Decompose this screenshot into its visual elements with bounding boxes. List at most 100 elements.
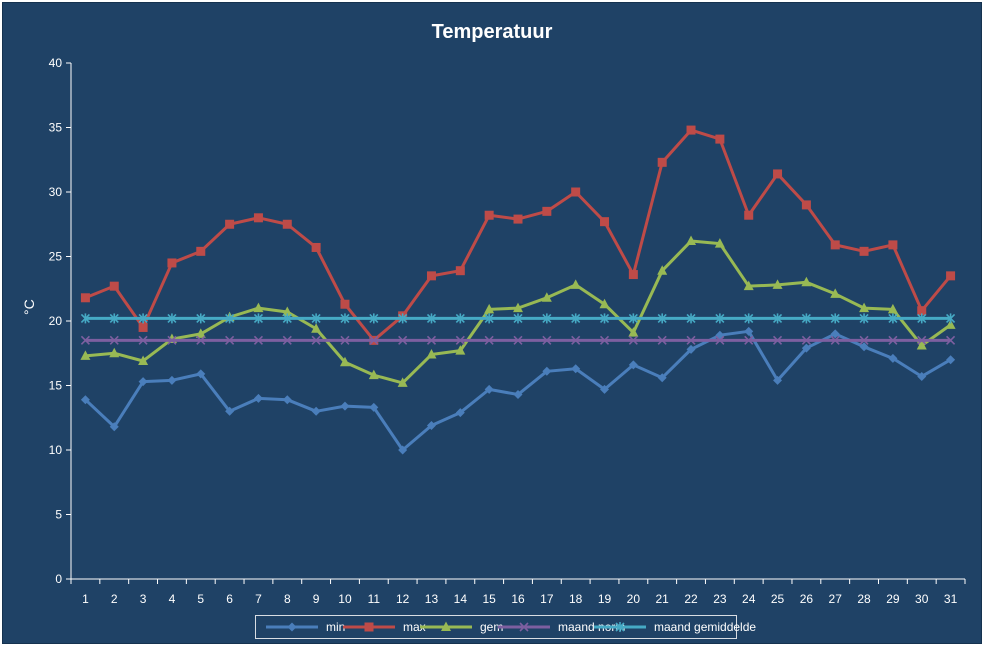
data-point-maand-gemiddelde <box>369 313 379 324</box>
legend-label: maand norm <box>558 620 626 634</box>
data-point-max <box>801 200 811 210</box>
x-tick-label: 26 <box>800 592 814 606</box>
y-tick-label: 10 <box>49 443 63 457</box>
data-point-min <box>628 360 638 370</box>
data-point-min <box>946 355 956 365</box>
data-point-maand-norm <box>369 335 379 345</box>
data-point-max <box>340 299 350 309</box>
data-point-maand-gemiddelde <box>455 313 465 324</box>
data-point-min <box>542 366 552 376</box>
data-point-gem <box>916 340 927 350</box>
data-point-maand-gemiddelde <box>484 313 494 324</box>
data-point-maand-norm <box>859 335 869 345</box>
data-point-gem <box>859 302 870 313</box>
data-point-min <box>311 406 321 416</box>
data-point-gem <box>772 279 783 289</box>
y-tick-label: 25 <box>49 250 63 264</box>
data-point-maand-norm <box>801 335 811 345</box>
x-tick-label: 29 <box>886 592 900 606</box>
data-point-maand-gemiddelde <box>801 313 811 324</box>
data-point-maand-gemiddelde <box>571 313 581 324</box>
data-point-maand-norm <box>196 335 206 345</box>
data-point-maand-gemiddelde <box>715 313 725 324</box>
legend-label: gem <box>480 620 504 634</box>
data-point-max <box>225 219 235 229</box>
data-point-gem <box>195 328 206 338</box>
x-tick-label: 18 <box>569 592 583 606</box>
legend-swatch-marker <box>364 622 374 632</box>
data-point-maand-gemiddelde <box>628 313 638 324</box>
x-tick-label: 20 <box>627 592 641 606</box>
data-point-maand-norm <box>888 335 898 345</box>
data-point-max <box>946 271 956 281</box>
data-point-max <box>657 157 667 167</box>
data-point-gem <box>282 306 293 316</box>
data-point-maand-gemiddelde <box>686 313 696 324</box>
data-point-min <box>888 353 898 363</box>
data-point-max <box>455 266 465 276</box>
data-point-gem <box>743 280 754 291</box>
data-point-gem <box>426 349 437 359</box>
data-point-max <box>109 281 119 291</box>
data-point-max <box>484 210 494 220</box>
series-maand-gemiddelde <box>80 313 956 324</box>
data-point-maand-norm <box>744 335 754 345</box>
x-tick-label: 17 <box>540 592 554 606</box>
x-tick-label: 30 <box>915 592 929 606</box>
data-point-max <box>167 258 177 268</box>
data-point-min <box>455 408 465 418</box>
data-point-gem <box>801 276 812 287</box>
y-tick-label: 40 <box>49 56 63 70</box>
series-maand-norm <box>80 335 956 345</box>
data-point-maand-gemiddelde <box>311 313 321 324</box>
data-point-gem <box>455 345 466 355</box>
data-point-maand-norm <box>657 335 667 345</box>
data-point-min <box>282 395 292 405</box>
y-tick-label: 20 <box>49 314 63 328</box>
data-point-maand-norm <box>455 335 465 345</box>
data-point-maand-gemiddelde <box>80 313 90 324</box>
data-point-gem <box>599 298 610 309</box>
data-point-gem <box>945 319 956 329</box>
data-point-min <box>167 375 177 385</box>
legend-swatch-maand-gemiddelde <box>594 622 646 632</box>
data-point-maand-norm <box>167 335 177 345</box>
data-point-min <box>917 371 927 381</box>
data-point-min <box>571 364 581 374</box>
series-gem <box>80 235 956 387</box>
data-point-gem <box>397 377 408 387</box>
data-point-maand-gemiddelde <box>426 313 437 324</box>
data-point-max <box>311 242 321 252</box>
x-tick-label: 25 <box>771 592 785 606</box>
data-point-gem <box>570 279 581 289</box>
data-point-min <box>253 393 263 403</box>
legend-swatch-marker <box>287 622 297 632</box>
x-tick-label: 31 <box>944 592 958 606</box>
data-point-gem <box>484 303 495 314</box>
data-point-maand-norm <box>225 335 235 345</box>
x-tick-label: 4 <box>169 592 176 606</box>
x-tick-label: 14 <box>454 592 468 606</box>
data-point-min <box>773 375 783 385</box>
data-point-gem <box>513 302 523 313</box>
data-point-max <box>571 187 581 197</box>
data-point-maand-norm <box>599 335 610 345</box>
series-min <box>80 326 956 455</box>
data-point-gem <box>368 369 379 380</box>
data-point-min <box>657 373 667 383</box>
series-layer <box>80 125 956 455</box>
legend-label: maand gemiddelde <box>654 620 757 634</box>
x-tick-label: 10 <box>338 592 352 606</box>
data-point-maand-gemiddelde <box>599 313 610 324</box>
data-point-maand-norm <box>282 335 292 345</box>
data-point-maand-norm <box>542 335 552 345</box>
data-point-maand-gemiddelde <box>859 313 869 324</box>
data-point-maand-norm <box>398 335 408 345</box>
legend-label: min <box>326 620 346 634</box>
x-tick-label: 13 <box>425 592 439 606</box>
data-point-maand-norm <box>686 335 696 345</box>
x-tick-label: 3 <box>140 592 147 606</box>
x-tick-label: 27 <box>829 592 843 606</box>
data-point-max <box>628 270 638 280</box>
data-point-maand-gemiddelde <box>225 313 235 324</box>
